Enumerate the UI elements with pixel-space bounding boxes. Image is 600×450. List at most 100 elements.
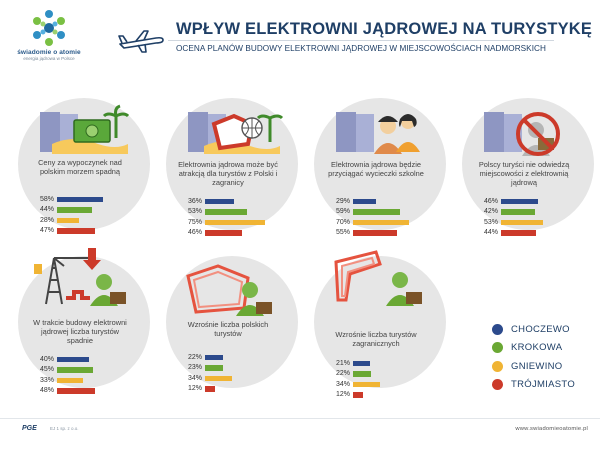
- bar: [353, 198, 377, 204]
- pct-label: 34%: [187, 374, 202, 382]
- bar: [501, 219, 544, 225]
- header: świadomie o atomie energia jądrowa w Pol…: [0, 0, 600, 92]
- bar: [57, 207, 93, 213]
- pct-label: 55%: [335, 229, 350, 237]
- bar: [57, 196, 104, 202]
- row-choczewo: 40%: [36, 354, 156, 365]
- row-krokowa: 42%: [480, 207, 600, 218]
- row-gniewino: 75%: [184, 217, 304, 228]
- pct-label: 44%: [483, 229, 498, 237]
- row-gniewino: 70%: [332, 217, 452, 228]
- construction-tourist-icon: [34, 248, 126, 306]
- footer-divider: [0, 418, 600, 419]
- page-subtitle: OCENA PLANÓW BUDOWY ELEKTROWNI JĄDROWEJ …: [176, 44, 546, 53]
- bar: [57, 367, 93, 373]
- legend: CHOCZEWO KROKOWA GNIEWINO TRÓJMIASTO: [492, 320, 575, 394]
- legend-swatch: [492, 360, 503, 372]
- row-gniewino: 28%: [36, 215, 156, 226]
- panel-attraction: Elektrownia jądrowa może być atrakcją dl…: [166, 98, 306, 238]
- pge-subtitle: EJ 1 sp. z o.o.: [50, 426, 79, 431]
- legend-item-trojmiasto: TRÓJMIASTO: [492, 376, 575, 395]
- panel-label: Wzrośnie liczba polskich turystów: [187, 320, 269, 338]
- row-trojmiasto: 44%: [480, 228, 600, 239]
- pct-label: 42%: [483, 208, 498, 216]
- bar: [501, 230, 537, 236]
- pct-label: 58%: [39, 195, 54, 203]
- bar: [57, 356, 89, 362]
- money-beach-icon: [40, 104, 130, 154]
- pct-label: 33%: [39, 376, 54, 384]
- bar: [353, 209, 401, 215]
- bar: [353, 219, 409, 225]
- row-krokowa: 45%: [36, 365, 156, 376]
- pct-label: 21%: [335, 359, 350, 367]
- row-trojmiasto: 12%: [332, 390, 452, 401]
- bar: [353, 381, 381, 387]
- bar: [205, 365, 224, 371]
- row-choczewo: 22%: [184, 352, 304, 363]
- legend-label: GNIEWINO: [511, 360, 563, 372]
- row-gniewino: 33%: [36, 375, 156, 386]
- logo[interactable]: świadomie o atomie energia jądrowa w Pol…: [8, 8, 90, 78]
- panel-polish-tourists: Wzrośnie liczba polskich turystów 22% 23…: [166, 256, 306, 396]
- bar: [205, 219, 265, 225]
- panel-label: Elektrownia jądrowa może być atrakcją dl…: [178, 160, 278, 187]
- bar: [205, 386, 215, 392]
- legend-label: CHOCZEWO: [511, 323, 570, 335]
- row-krokowa: 22%: [332, 369, 452, 380]
- bar: [205, 198, 234, 204]
- row-choczewo: 36%: [184, 196, 304, 207]
- bar: [205, 354, 223, 360]
- pct-label: 46%: [187, 229, 202, 237]
- row-gniewino: 53%: [480, 217, 600, 228]
- pct-label: 75%: [187, 218, 202, 226]
- pct-label: 45%: [39, 366, 54, 374]
- row-trojmiasto: 55%: [332, 228, 452, 239]
- pct-label: 22%: [335, 370, 350, 378]
- panel-label: Wzrośnie liczba turystów zagranicznych: [335, 330, 417, 348]
- pct-label: 28%: [39, 216, 54, 224]
- bar: [205, 375, 233, 381]
- brand-tagline: energia jądrowa w Polsce: [23, 56, 75, 61]
- pct-label: 23%: [187, 364, 202, 372]
- row-krokowa: 53%: [184, 207, 304, 218]
- bar: [57, 388, 96, 394]
- plant-students-icon: [336, 112, 420, 154]
- bar: [205, 230, 242, 236]
- panel-rows: 22% 23% 34% 12%: [184, 352, 304, 394]
- bar: [57, 377, 84, 383]
- bar: [205, 209, 248, 215]
- plant-globe-icon: [188, 112, 284, 154]
- pct-label: 36%: [187, 197, 202, 205]
- bar: [353, 392, 363, 398]
- panel-rows: 46% 42% 53% 44%: [480, 196, 600, 238]
- pct-label: 34%: [335, 380, 350, 388]
- bar: [57, 228, 95, 234]
- bar: [501, 198, 538, 204]
- panel-label: Ceny za wypoczynek nad polskim morzem sp…: [38, 158, 122, 176]
- pct-label: 70%: [335, 218, 350, 226]
- pge-logo[interactable]: PGE: [22, 425, 37, 432]
- panel-circle: [18, 256, 150, 388]
- panel-rows: 21% 22% 34% 12%: [332, 358, 452, 400]
- footer-link[interactable]: www.swiadomieoatomie.pl: [515, 426, 588, 432]
- bar: [57, 217, 80, 223]
- bar: [353, 360, 370, 366]
- row-krokowa: 59%: [332, 207, 452, 218]
- pct-label: 22%: [187, 353, 202, 361]
- panel-rows: 40% 45% 33% 48%: [36, 354, 156, 396]
- pct-label: 40%: [39, 355, 54, 363]
- legend-swatch: [492, 323, 503, 335]
- row-gniewino: 34%: [332, 379, 452, 390]
- panel-foreign-tourists: Wzrośnie liczba turystów zagranicznych 2…: [314, 250, 454, 398]
- pct-label: 12%: [335, 391, 350, 399]
- row-choczewo: 21%: [332, 358, 452, 369]
- polish-tourist-icon: [186, 264, 272, 316]
- panel-rows: 36% 53% 75% 46%: [184, 196, 304, 238]
- title-divider: [168, 40, 554, 41]
- legend-item-krokowa: KROKOWA: [492, 339, 575, 358]
- legend-swatch: [492, 342, 503, 354]
- pct-label: 29%: [335, 197, 350, 205]
- row-trojmiasto: 48%: [36, 386, 156, 397]
- atom-logo-icon: [33, 10, 65, 46]
